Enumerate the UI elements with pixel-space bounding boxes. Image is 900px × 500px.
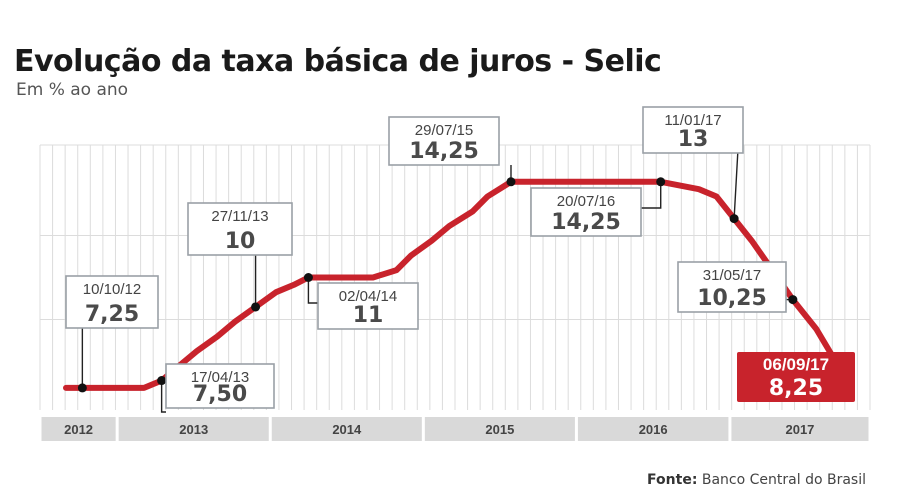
annotation-date-label: 20/07/16 [557,193,615,210]
annotation-point-marker [729,214,739,224]
annotation-box [388,116,500,166]
annotation-value-label: 8,25 [769,376,823,401]
annotation-value-label: 7,50 [193,382,247,407]
year-tick-label: 2015 [485,422,514,437]
annotation-point-marker [788,295,798,305]
annotation-leader-line [160,380,166,413]
year-tick-label: 2013 [179,422,208,437]
year-band [41,417,116,441]
chart-title: Evolução da taxa básica de juros - Selic [14,44,662,79]
annotation-box [165,363,275,409]
annotation-box-highlight [737,352,855,402]
annotation-point-marker [157,376,167,386]
annotation-date-label: 10/10/12 [83,281,141,298]
year-band [577,417,729,441]
year-band [118,417,269,441]
source-note: Fonte: Banco Central do Brasil [647,472,866,488]
year-tick-label: 2012 [64,422,93,437]
year-band [271,417,422,441]
source-label: Fonte: [647,472,698,488]
annotation-date-label: 06/09/17 [763,355,829,374]
annotation-value-label: 11 [353,303,384,328]
annotation-box [642,106,744,154]
annotation-date-label: 29/07/15 [415,122,473,139]
annotation-box [677,261,787,313]
annotation-value-label: 14,25 [551,210,621,235]
annotation-leader-line [641,181,662,209]
annotation-date-label: 02/04/14 [339,288,397,305]
annotation-point-marker [77,383,87,393]
annotation-value-label: 13 [678,127,709,152]
annotation-point-marker [303,273,313,282]
annotation-date-label: 31/05/17 [703,267,761,284]
year-tick-label: 2016 [639,422,668,437]
year-tick-label: 2014 [332,422,362,437]
source-value: Banco Central do Brasil [701,472,866,488]
annotation-box [530,187,642,237]
annotation-box [187,202,293,256]
chart-subtitle: Em % ao ano [16,80,129,100]
year-band [424,417,575,441]
annotation-date-label: 27/11/13 [211,208,268,225]
annotation-value-label: 10,25 [697,286,767,311]
annotation-value-label: 7,25 [85,302,139,327]
annotation-box [65,275,159,329]
year-tick-label: 2017 [785,422,814,437]
annotation-date-label: 11/01/17 [664,112,721,129]
annotation-value-label: 10 [225,229,256,254]
annotation-point-marker [506,177,516,187]
annotation-point-marker [656,177,666,187]
annotation-box [317,282,419,330]
annotation-value-label: 14,25 [409,139,479,164]
annotation-leader-line [307,277,318,304]
annotation-point-marker [251,302,261,312]
year-band [731,417,869,441]
annotation-date-label: 17/04/13 [191,369,249,386]
